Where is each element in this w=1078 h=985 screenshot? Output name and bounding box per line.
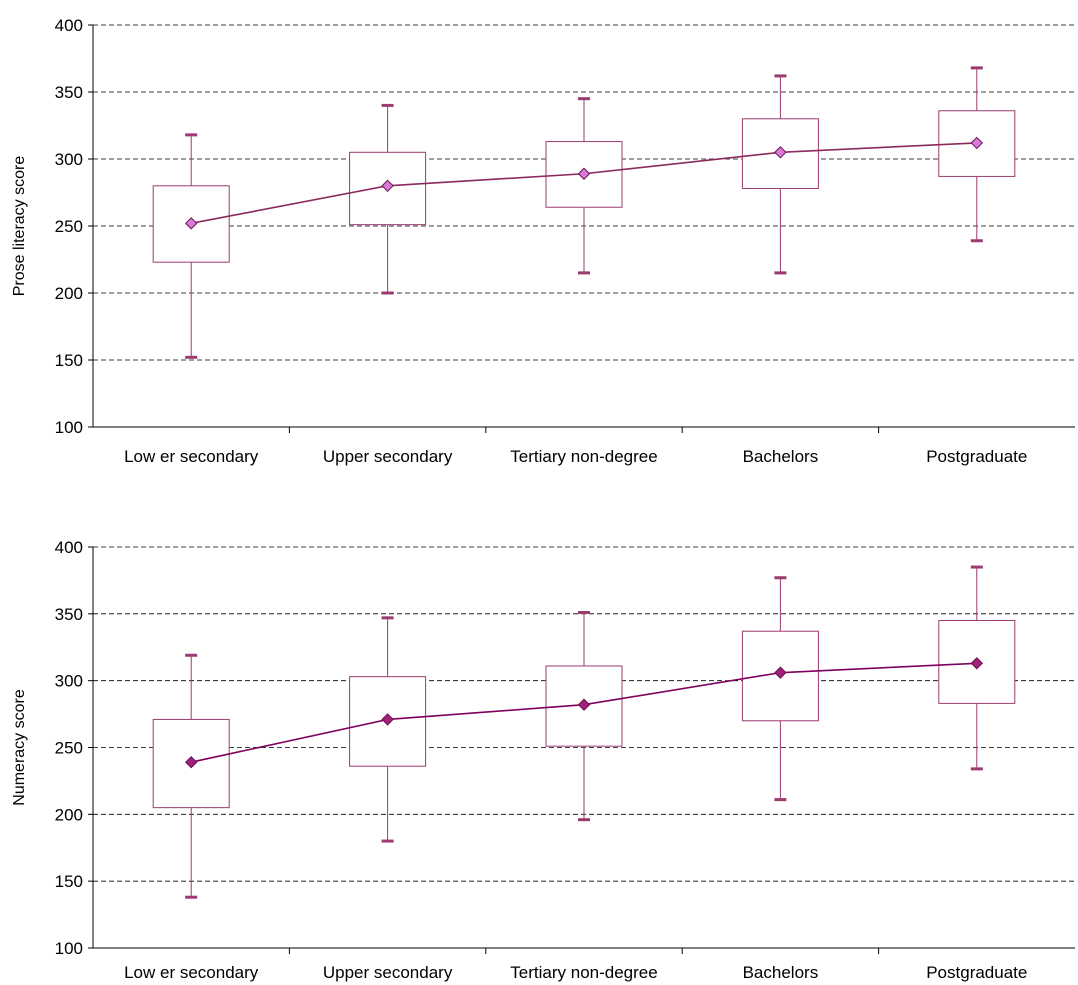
y-tick-label: 350: [55, 83, 83, 102]
x-category-label: Bachelors: [743, 447, 819, 466]
x-category-label: Postgraduate: [926, 963, 1027, 982]
x-category-label: Postgraduate: [926, 447, 1027, 466]
mean-marker: [774, 146, 787, 159]
y-tick-label: 150: [55, 351, 83, 370]
y-tick-label: 250: [55, 739, 83, 758]
mean-marker: [381, 179, 394, 193]
mean-marker: [970, 657, 984, 670]
y-tick-label: 200: [55, 284, 83, 303]
mean-marker: [577, 698, 591, 711]
x-category-label: Low er secondary: [124, 447, 259, 466]
x-category-label: Upper secondary: [323, 447, 453, 466]
mean-marker: [774, 666, 787, 679]
y-axis-title: Numeracy score: [11, 689, 28, 806]
chart-panel-1: 100 150 200 250 300 350 400 Low er secondary Upp…: [11, 16, 1075, 466]
box: [349, 676, 427, 767]
y-tick-label: 150: [55, 872, 83, 891]
mean-marker: [184, 217, 198, 230]
chart-panel-2: 100 150 200 250 300 350 400 Low er secondary Upp…: [11, 538, 1075, 982]
x-category-label: Low er secondary: [124, 963, 259, 982]
y-tick-label: 200: [55, 805, 83, 824]
mean-marker: [184, 755, 198, 769]
y-tick-label: 400: [55, 16, 83, 35]
x-category-label: Tertiary non-degree: [510, 963, 657, 982]
y-tick-label: 100: [55, 939, 83, 958]
y-axis-title: Prose literacy score: [11, 156, 28, 297]
y-tick-label: 250: [55, 217, 83, 236]
mean-marker: [970, 136, 984, 150]
y-tick-label: 300: [55, 672, 83, 691]
y-tick-label: 100: [55, 418, 83, 437]
mean-marker: [381, 713, 394, 726]
y-tick-label: 400: [55, 538, 83, 557]
x-category-label: Upper secondary: [323, 963, 453, 982]
x-category-label: Tertiary non-degree: [510, 447, 657, 466]
x-category-label: Bachelors: [743, 963, 819, 982]
mean-marker: [577, 167, 591, 180]
y-tick-label: 300: [55, 150, 83, 169]
y-tick-label: 350: [55, 605, 83, 624]
